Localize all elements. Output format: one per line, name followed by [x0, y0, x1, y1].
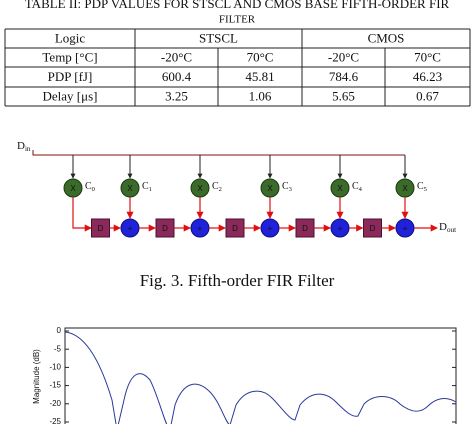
magnitude-chart: 0 -5 -10 -15 -20 -25 Magnitude (dB) — [32, 326, 457, 424]
adder-symbol: + — [403, 224, 408, 233]
table-cell: PDP [fJ] — [48, 69, 93, 84]
y-tick-label: -20 — [49, 399, 61, 408]
coefficient-label-sub: 5 — [424, 186, 427, 193]
product-wire — [72, 197, 92, 232]
table-cell: 5.65 — [332, 88, 355, 103]
table-cell: 46.23 — [413, 69, 442, 84]
coefficient-label-sub: 2 — [219, 186, 222, 193]
table-cell: 784.6 — [329, 69, 359, 84]
y-tick-label: -5 — [54, 344, 62, 353]
multiplier-symbol: X — [70, 184, 76, 193]
table-title: FILTER — [219, 14, 256, 26]
coefficient-label-main: C — [282, 181, 289, 192]
coefficient-label: C2 — [212, 181, 222, 193]
multiplier-symbol: X — [197, 184, 203, 193]
table-cell: -20°C — [161, 49, 192, 64]
coefficient-label-main: C — [85, 181, 92, 192]
delay-label: D — [98, 224, 104, 233]
coefficient-label-main: C — [352, 181, 359, 192]
y-tick-label: -25 — [49, 417, 61, 424]
y-axis-label: Magnitude (dB) — [32, 349, 41, 404]
coefficient-label-sub: 4 — [359, 186, 363, 193]
coefficient-label: C1 — [142, 181, 152, 193]
table-cell: 70°C — [247, 49, 274, 64]
table: Logic STSCL CMOS Temp [°C] -20°C 70°C -20°C 70°… — [4, 28, 471, 107]
table-cell: Delay [μs] — [43, 88, 98, 103]
input-label-sub: in — [25, 145, 31, 153]
coefficient-label: C0 — [85, 181, 95, 193]
coefficient-label: C4 — [352, 181, 363, 193]
table-cell: Temp [°C] — [42, 49, 97, 64]
table-cell: 0.67 — [416, 88, 439, 103]
multiplier-symbol: X — [127, 184, 133, 193]
adder-symbol: + — [198, 224, 203, 233]
y-tick-label: -10 — [49, 363, 61, 372]
table-title: TABLE II: PDP VALUES FOR STSCL AND CMOS … — [25, 0, 450, 11]
coefficient-label-sub: 1 — [149, 186, 152, 193]
coefficient-label: C5 — [417, 181, 427, 193]
plot-frame — [64, 327, 457, 424]
delay-label: D — [302, 224, 308, 233]
table-cell: 3.25 — [165, 88, 188, 103]
delay-label: D — [162, 224, 168, 233]
table-cell: -20°C — [328, 49, 359, 64]
adder-symbol: + — [338, 224, 343, 233]
coefficient-label-main: C — [417, 181, 424, 192]
table-cell: 45.81 — [245, 69, 274, 84]
table-cell: 600.4 — [162, 69, 192, 84]
table-header-cell: Logic — [55, 30, 86, 45]
figure-caption: Fig. 3. Fifth-order FIR Filter — [140, 271, 335, 290]
output-label: Dout — [439, 221, 456, 234]
adder-symbol: + — [128, 224, 133, 233]
input-wire — [32, 150, 405, 156]
coefficient-label-main: C — [212, 181, 219, 192]
input-label-main: D — [17, 140, 25, 152]
multiplier-symbol: X — [267, 184, 273, 193]
coefficient-label: C3 — [282, 181, 292, 193]
y-tick-label: 0 — [57, 326, 62, 335]
delay-label: D — [232, 224, 238, 233]
input-label: Din — [17, 140, 31, 153]
y-tick-label: -15 — [49, 381, 61, 390]
table-cell: 1.06 — [249, 88, 272, 103]
coefficient-label-sub: 0 — [92, 186, 95, 193]
table-header-cell: CMOS — [368, 30, 405, 45]
coefficient-label-main: C — [142, 181, 149, 192]
delay-label: D — [370, 224, 376, 233]
output-label-sub: out — [447, 226, 456, 234]
multiplier-symbol: X — [337, 184, 343, 193]
multiplier-symbol: X — [402, 184, 408, 193]
table-cell: 70°C — [414, 49, 441, 64]
response-curve — [65, 331, 457, 424]
table-header-cell: STSCL — [199, 30, 238, 45]
output-label-main: D — [439, 221, 447, 233]
coefficient-label-sub: 3 — [289, 186, 292, 193]
adder-symbol: + — [268, 224, 273, 233]
